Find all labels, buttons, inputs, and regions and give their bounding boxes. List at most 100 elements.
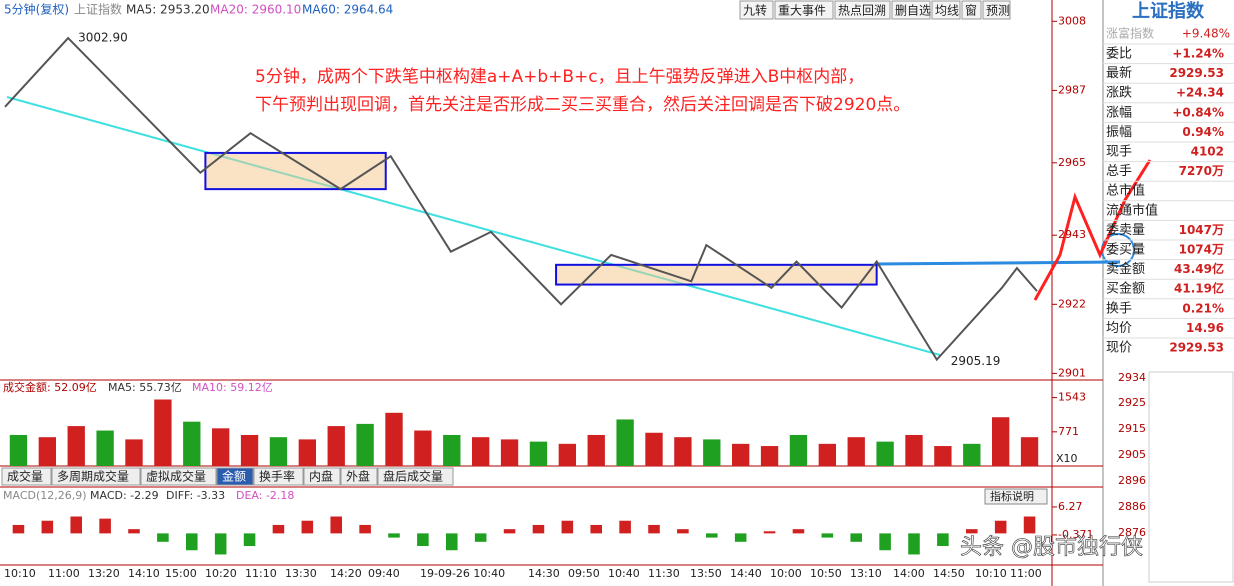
macd-bar xyxy=(879,533,891,551)
toolbar-button[interactable] xyxy=(961,0,982,20)
side-label: 振幅 xyxy=(1106,125,1132,140)
time-label: 14:40 xyxy=(730,567,762,580)
side-label: 总市值 xyxy=(1106,183,1145,199)
toolbar-button[interactable] xyxy=(931,0,961,20)
diff-value: DIFF: -3.33 xyxy=(166,489,225,502)
volume-bar xyxy=(414,430,432,466)
tab[interactable] xyxy=(340,467,378,486)
side-value: +9.48% xyxy=(1182,27,1230,41)
side-label: 均价 xyxy=(1106,321,1132,336)
time-label: 09:50 xyxy=(568,567,600,580)
pivot-box xyxy=(204,151,387,191)
macd-bar xyxy=(272,524,285,534)
time-label: 14:20 xyxy=(330,567,362,580)
macd-bar xyxy=(128,529,140,534)
tab-label: 多周期成交量 xyxy=(57,469,129,484)
mini-frame xyxy=(1148,371,1234,583)
side-label: 涨幅 xyxy=(1106,105,1132,120)
volume-bar xyxy=(183,421,201,466)
volume-bar xyxy=(674,437,692,466)
y-tick-label: 2901 xyxy=(1058,366,1086,379)
tab[interactable] xyxy=(303,467,341,486)
macd-bar xyxy=(214,533,227,555)
toolbar-button[interactable] xyxy=(739,0,774,20)
time-label: 13:30 xyxy=(285,567,317,580)
side-value: 41.19亿 xyxy=(1174,281,1224,296)
volume-bar xyxy=(529,441,548,466)
side-label: 最新 xyxy=(1106,65,1132,81)
tab-label: 金额 xyxy=(222,469,246,484)
y-tick-label: 2987 xyxy=(1058,83,1086,96)
volume-bar xyxy=(500,439,519,466)
volume-bar xyxy=(1020,437,1039,466)
time-label: 10:00 xyxy=(770,567,802,580)
ma60: MA60: 2964.64 xyxy=(302,3,393,17)
macd-bar xyxy=(12,524,25,534)
side-value: 0.21% xyxy=(1182,301,1224,315)
volume-bar xyxy=(9,434,28,466)
toolbar-label: 重大事件 xyxy=(778,4,826,18)
toolbar-label: 预测 xyxy=(986,4,1010,18)
macd-bar xyxy=(99,518,111,534)
macd-title: MACD(12,26,9) xyxy=(3,489,87,502)
macd-bar xyxy=(763,531,776,534)
mini-tick: 2934 xyxy=(1118,371,1146,384)
volume-bar xyxy=(645,432,663,466)
tab[interactable] xyxy=(377,467,454,486)
time-label: 11:10 xyxy=(245,567,277,580)
side-value: 4102 xyxy=(1191,145,1224,159)
side-value: 2929.53 xyxy=(1169,66,1224,80)
time-label: 14:10 xyxy=(128,567,160,580)
macd-bar xyxy=(243,533,256,547)
macd-bar xyxy=(532,524,545,534)
help-button[interactable] xyxy=(984,488,1048,505)
tab-label: 成交量 xyxy=(7,469,43,484)
tab[interactable] xyxy=(1,467,52,486)
toolbar-button[interactable] xyxy=(774,0,834,20)
high-label: 3002.90 xyxy=(78,31,128,45)
tab[interactable] xyxy=(140,467,217,486)
side-value: 7270万 xyxy=(1179,164,1224,178)
macd-bar xyxy=(359,524,371,534)
tab[interactable] xyxy=(253,467,304,486)
volume-bar xyxy=(905,434,923,466)
toolbar-button[interactable] xyxy=(834,0,891,20)
time-label: 10:20 xyxy=(205,567,237,580)
volume-bar xyxy=(38,437,56,466)
time-label: 14:50 xyxy=(933,567,965,580)
time-label: 13:50 xyxy=(690,567,722,580)
macd-bar xyxy=(966,529,978,534)
volume-bar xyxy=(125,439,143,466)
side-label: 换手 xyxy=(1106,301,1132,316)
volume-bar xyxy=(963,443,981,466)
side-value: 14.96 xyxy=(1186,321,1224,335)
toolbar-button[interactable] xyxy=(982,0,1011,20)
time-label: 11:00 xyxy=(1010,567,1042,580)
volume-bar xyxy=(732,443,750,466)
tab-label: 外盘 xyxy=(346,469,370,484)
tab-label: 换手率 xyxy=(259,469,295,484)
y-tick-label: 2922 xyxy=(1058,297,1086,310)
time-label: 19-09-26 10:40 xyxy=(420,567,505,580)
tab[interactable] xyxy=(216,467,254,486)
tab[interactable] xyxy=(51,467,141,486)
volume-bar xyxy=(298,439,316,466)
mini-tick: 2876 xyxy=(1118,526,1146,539)
macd-bar xyxy=(619,520,631,534)
volume-bar xyxy=(327,426,345,466)
toolbar-label: 热点回溯 xyxy=(838,3,886,18)
side-label: 总手 xyxy=(1106,164,1132,179)
period: 5分钟(复权) xyxy=(4,2,69,17)
y-tick-label: 1543 xyxy=(1058,391,1086,404)
macd-bar xyxy=(821,533,834,538)
macd-bar xyxy=(590,524,602,534)
toolbar-button[interactable] xyxy=(891,0,931,20)
toolbar-label: 九转 xyxy=(743,3,767,18)
volume-title: 成交金额: 52.09亿 xyxy=(3,380,97,394)
macd-bar xyxy=(792,529,805,534)
scale: X10 xyxy=(1056,452,1078,465)
y-tick-label: 3008 xyxy=(1058,14,1086,27)
time-label: 10:50 xyxy=(810,567,842,580)
